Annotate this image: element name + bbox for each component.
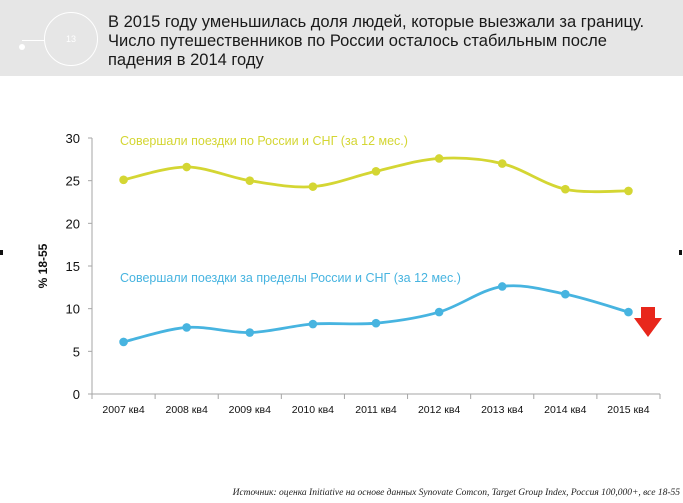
x-tick-label: 2014 кв4 <box>544 404 586 416</box>
data-point-domestic <box>182 162 191 172</box>
data-point-abroad <box>434 307 444 317</box>
y-tick-label: 10 <box>66 302 80 317</box>
data-point-domestic <box>434 154 444 163</box>
x-tick-label: 2013 кв4 <box>481 404 523 416</box>
y-tick-label: 0 <box>73 387 80 402</box>
x-tick-label: 2009 кв4 <box>229 404 271 416</box>
data-point-abroad <box>624 307 633 317</box>
x-tick-label: 2008 кв4 <box>166 404 208 416</box>
data-point-abroad <box>119 337 128 347</box>
x-tick-label: 2011 кв4 <box>355 404 397 416</box>
y-tick-label: 20 <box>66 216 80 231</box>
slide-number-badge: 13 <box>44 12 98 66</box>
data-point-abroad <box>371 318 381 328</box>
data-point-abroad <box>561 289 570 299</box>
data-point-domestic <box>497 159 507 168</box>
data-point-domestic <box>371 166 381 176</box>
slide-title: В 2015 году уменьшилась доля людей, кото… <box>108 13 645 69</box>
data-point-abroad <box>497 282 507 291</box>
series-label-abroad: Совершали поездки за пределы России и СН… <box>120 271 461 285</box>
y-tick-label: 30 <box>66 131 80 146</box>
edge-marker-right <box>679 250 682 255</box>
header-decor-line <box>22 40 44 41</box>
y-tick-label: 15 <box>66 259 80 274</box>
y-tick-label: 5 <box>73 344 80 359</box>
data-point-domestic <box>119 175 128 185</box>
down-arrow-icon <box>634 307 662 337</box>
data-point-abroad <box>182 323 191 332</box>
data-point-domestic <box>308 182 318 191</box>
x-tick-label: 2010 кв4 <box>292 404 334 416</box>
data-point-abroad <box>245 328 255 337</box>
series-label-domestic: Совершали поездки по России и СНГ (за 12… <box>120 134 408 148</box>
data-point-domestic <box>624 186 633 196</box>
data-point-domestic <box>245 176 255 185</box>
source-note: Источник: оценка Initiative на основе да… <box>232 488 680 498</box>
series-line-abroad <box>122 284 630 344</box>
data-point-abroad <box>308 319 318 329</box>
y-tick-label: 25 <box>66 174 80 189</box>
y-axis-label: % 18-55 <box>36 243 50 288</box>
x-tick-label: 2007 кв4 <box>102 404 144 416</box>
edge-marker-left <box>0 250 3 255</box>
data-point-domestic <box>561 184 570 194</box>
slide-header: 13 В 2015 году уменьшилась доля людей, к… <box>0 0 683 76</box>
x-tick-label: 2012 кв4 <box>418 404 460 416</box>
x-tick-label: 2015 кв4 <box>607 404 649 416</box>
header-decor-dot <box>19 44 25 50</box>
